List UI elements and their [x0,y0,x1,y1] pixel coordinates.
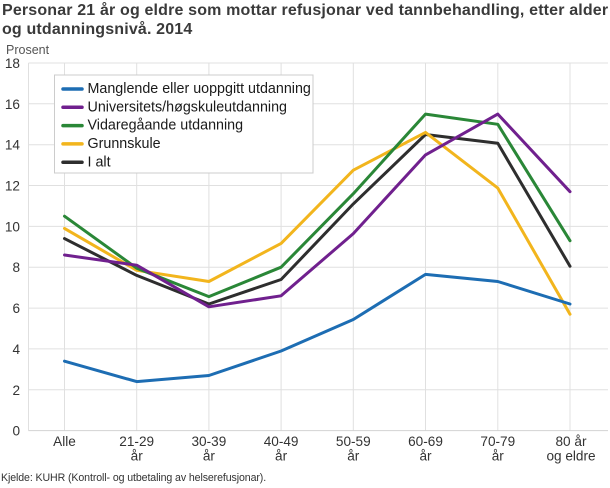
svg-text:18: 18 [5,56,20,71]
svg-text:50-59: 50-59 [336,434,371,449]
svg-text:60-69: 60-69 [408,434,443,449]
svg-text:år: år [419,448,432,463]
svg-text:8: 8 [12,260,20,275]
svg-text:40-49: 40-49 [264,434,299,449]
svg-text:12: 12 [5,179,20,194]
svg-text:16: 16 [5,97,20,112]
svg-text:I alt: I alt [88,154,111,170]
svg-text:år: år [203,448,216,463]
svg-text:år: år [492,448,505,463]
svg-text:21-29: 21-29 [119,434,154,449]
svg-text:Vidaregåande utdanning: Vidaregåande utdanning [88,118,244,134]
svg-text:14: 14 [5,138,21,153]
svg-text:4: 4 [12,342,20,357]
svg-text:og eldre: og eldre [546,448,595,463]
svg-text:30-39: 30-39 [192,434,227,449]
svg-text:Alle: Alle [53,434,76,449]
svg-text:år: år [275,448,288,463]
svg-text:80 år: 80 år [556,434,587,449]
svg-text:6: 6 [12,301,20,316]
svg-text:år: år [131,448,144,463]
svg-text:Manglende eller uoppgitt utdan: Manglende eller uoppgitt utdanning [88,81,311,97]
svg-text:Grunnskule: Grunnskule [88,136,161,152]
svg-text:10: 10 [5,219,21,234]
svg-text:0: 0 [12,424,20,439]
svg-text:år: år [347,448,360,463]
svg-text:Universitets/høgskuleutdanning: Universitets/høgskuleutdanning [88,99,288,115]
svg-text:70-79: 70-79 [480,434,515,449]
svg-text:2: 2 [12,383,20,398]
